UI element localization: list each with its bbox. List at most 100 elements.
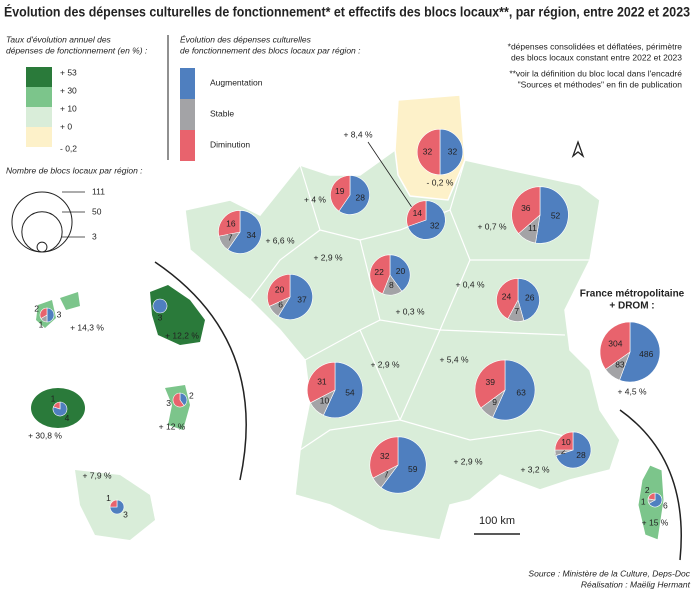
rate-label: + 30,8 %: [28, 430, 62, 440]
rate-label: + 8,4 %: [343, 129, 373, 139]
rate-label: + 2,9 %: [370, 359, 400, 369]
pie-slice: [511, 186, 541, 234]
legend-swatch: [26, 67, 52, 87]
pie-label: 26: [525, 293, 535, 303]
pie-slice: [389, 254, 411, 292]
pie-label: 1: [39, 320, 44, 330]
pie-label: 2: [561, 446, 566, 456]
pie-label: 6: [663, 500, 668, 510]
pie-slice: [517, 278, 540, 322]
rate-label: + 3,2 %: [520, 464, 550, 474]
region-border: [439, 329, 566, 336]
credit: Réalisation : Maëlig Hermant: [581, 579, 691, 589]
pie-label: 10: [320, 395, 330, 405]
pie-label: 11: [528, 223, 537, 233]
pie-label: 32: [448, 146, 458, 156]
pie-slice: [416, 128, 441, 176]
pie-label: 20: [275, 284, 285, 294]
pie-label: 54: [345, 388, 355, 398]
pie-slice: [218, 210, 241, 237]
scale-label: 100 km: [479, 515, 515, 527]
legend-label: Augmentation: [210, 77, 263, 87]
region-border: [299, 329, 401, 451]
legend-swatch: [26, 107, 52, 127]
rate-label: + 12 %: [159, 421, 186, 431]
note: des blocs locaux constant entre 2022 et …: [511, 52, 682, 62]
pie-label: 32: [423, 146, 433, 156]
pie-label: 1: [51, 394, 56, 404]
pie-slice: [474, 359, 506, 409]
pie-label: 36: [521, 203, 531, 213]
pie-slice: [619, 321, 661, 383]
pie-slice: [535, 186, 569, 244]
legend-size-label: 3: [92, 231, 97, 241]
pie-slice: [267, 274, 291, 307]
pie-label: 31: [317, 376, 327, 386]
pie-slice: [380, 436, 427, 494]
pie-label: 7: [514, 306, 519, 316]
rate-label: + 0,3 %: [395, 306, 425, 316]
total-label: France métropolitaine: [580, 289, 685, 300]
rate-label: - 0,2 %: [427, 177, 454, 187]
pie-slice: [369, 436, 399, 479]
pie-slice: [369, 254, 391, 295]
title: Évolution des dépenses culturelles de fo…: [4, 4, 690, 20]
north-arrow: [571, 140, 585, 158]
pie-label: 28: [576, 450, 586, 460]
total-label: + DROM :: [609, 301, 654, 312]
france: [184, 94, 621, 541]
rate-label: + 12,2 %: [165, 330, 199, 340]
pie-slice: [555, 431, 592, 469]
pie-slice: [647, 492, 656, 501]
legend-size-circle: [36, 241, 48, 253]
pie-label: 32: [430, 220, 440, 230]
rate-label: + 14,3 %: [70, 322, 104, 332]
legend-swatch: [180, 130, 195, 161]
pie-label: 20: [396, 266, 406, 276]
pie-label: 63: [516, 388, 526, 398]
legend-label: - 0,2: [60, 143, 77, 153]
note: "Sources et méthodes" en fin de publicat…: [518, 79, 683, 89]
rate-label: + 4 %: [304, 194, 326, 204]
pie-slice: [109, 499, 118, 508]
pie-slice: [406, 200, 427, 227]
pie-slice: [330, 175, 351, 212]
pie-label: 9: [492, 397, 497, 407]
rate-label: + 5,4 %: [439, 354, 469, 364]
pie-slice: [338, 175, 370, 215]
pie-label: 39: [486, 377, 496, 387]
rate-label: + 15 %: [642, 517, 669, 527]
pie-label: 37: [297, 295, 307, 305]
pie-label: 3: [57, 309, 62, 319]
pie-label: 1: [641, 496, 646, 506]
legend-size-label: 111: [92, 186, 105, 196]
pie-slice: [599, 321, 631, 370]
region-border: [399, 329, 441, 421]
rate-label: + 0,4 %: [455, 279, 485, 289]
region-border: [249, 164, 321, 301]
legend-swatch: [180, 99, 195, 130]
legend-swatch: [26, 127, 52, 147]
pie-slice: [554, 431, 574, 451]
legend-title: Nombre de blocs locaux par région :: [6, 165, 143, 175]
legend-title: dépenses de fonctionnement (en %) :: [6, 45, 148, 55]
legend-label: Stable: [210, 108, 234, 118]
pie-label: 59: [408, 464, 418, 474]
pie-label: 3: [123, 510, 128, 520]
region-border: [399, 419, 581, 441]
pie-slice: [172, 392, 185, 408]
rate-label: + 2,9 %: [313, 252, 343, 262]
source: Source : Ministère de la Culture, Deps-D…: [528, 568, 690, 578]
guadeloupe-2: [60, 292, 80, 310]
legend-swatch: [26, 87, 52, 107]
legend-title: Évolution des dépenses culturelles: [180, 34, 312, 44]
pie-label: 16: [226, 219, 236, 229]
separator-arc: [619, 409, 682, 561]
pie-label: 7: [384, 469, 389, 479]
rate-label: + 2,9 %: [453, 456, 483, 466]
pie-slice: [277, 274, 313, 320]
pie-label: 2: [189, 391, 194, 401]
pie-slice: [306, 361, 336, 404]
pie-label: 1: [106, 493, 111, 503]
